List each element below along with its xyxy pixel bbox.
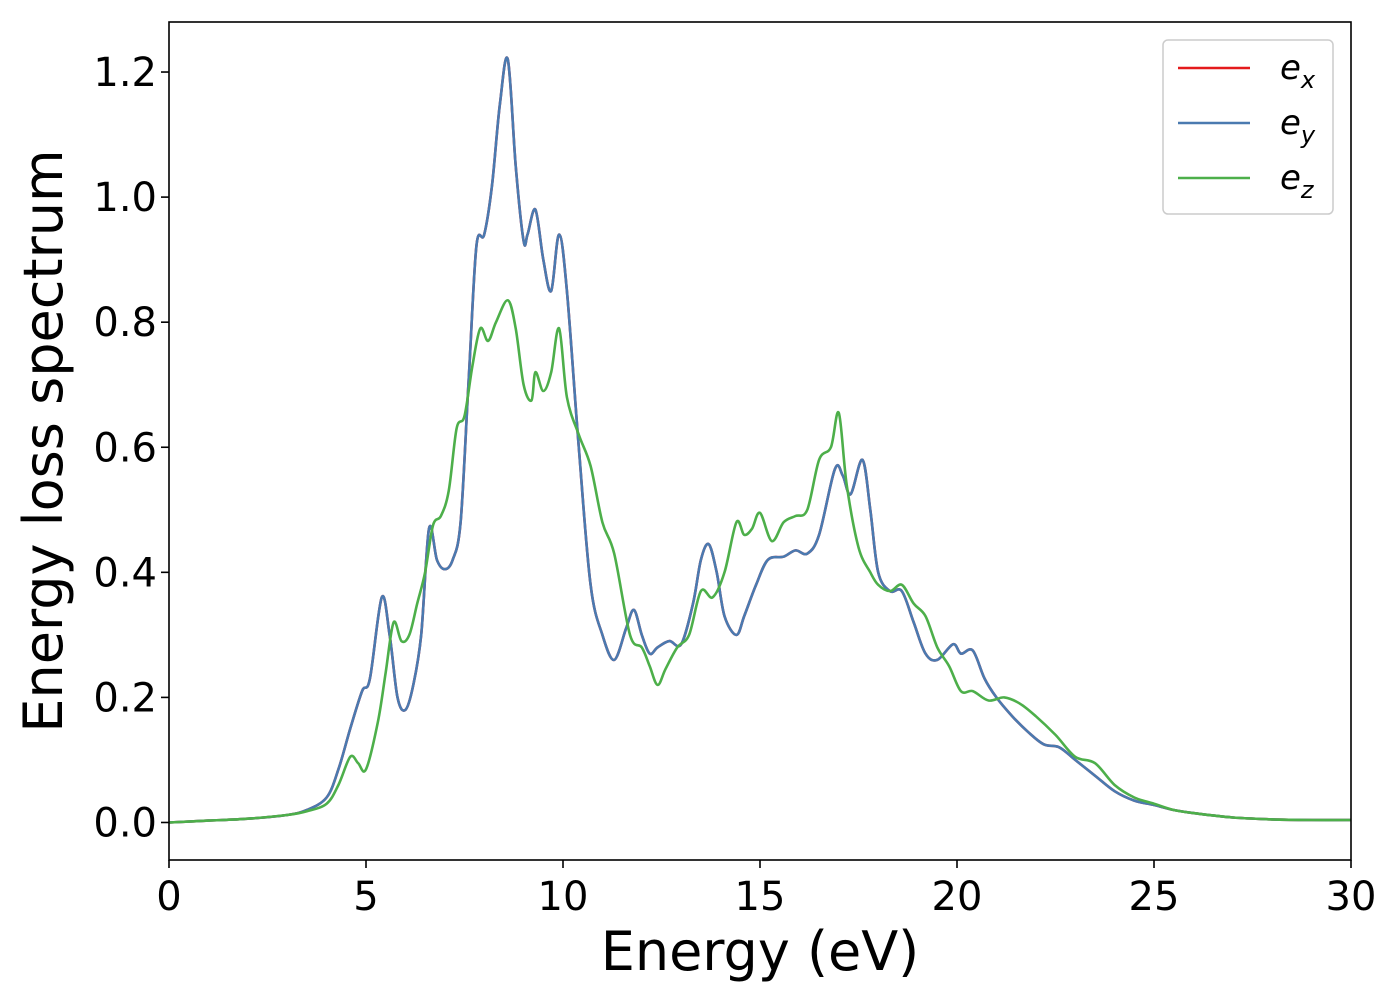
legend-label-base: e xyxy=(1280,158,1301,198)
legend-label-ez: ez xyxy=(1280,158,1315,204)
legend-label-subscript: y xyxy=(1300,121,1316,149)
legend-label-subscript: x xyxy=(1300,66,1316,94)
x-tick-label: 20 xyxy=(932,874,983,920)
series-line-ey xyxy=(169,56,1351,824)
y-tick-label: 1.2 xyxy=(93,50,157,96)
series-line-ez xyxy=(169,299,1351,824)
x-tick-label: 0 xyxy=(156,874,181,920)
y-tick-label: 0.2 xyxy=(93,675,157,721)
y-axis: 0.0 0.2 0.4 0.6 0.8 1.0 1.2 xyxy=(93,50,169,846)
y-tick-label: 0.0 xyxy=(93,800,157,846)
legend-box xyxy=(1162,39,1334,215)
x-tick-label: 10 xyxy=(538,874,589,920)
x-tick-label: 30 xyxy=(1326,874,1377,920)
x-axis-title: Energy (eV) xyxy=(601,920,920,983)
y-axis-title: Energy loss spectrum xyxy=(12,149,75,732)
legend-label-base: e xyxy=(1280,48,1301,88)
x-tick-label: 25 xyxy=(1129,874,1180,920)
x-axis: 0 5 10 15 20 25 30 xyxy=(156,860,1376,920)
series-layer xyxy=(169,56,1351,824)
y-tick-label: 1.0 xyxy=(93,175,157,221)
legend-label-base: e xyxy=(1280,103,1301,143)
y-tick-label: 0.6 xyxy=(93,425,157,471)
x-tick-label: 15 xyxy=(735,874,786,920)
legend-label-ey: ey xyxy=(1280,103,1316,149)
y-tick-label: 0.8 xyxy=(93,300,157,346)
legend-label-subscript: z xyxy=(1300,176,1315,204)
y-tick-label: 0.4 xyxy=(93,550,157,596)
x-tick-label: 5 xyxy=(353,874,378,920)
legend-label-ex: ex xyxy=(1280,48,1316,94)
